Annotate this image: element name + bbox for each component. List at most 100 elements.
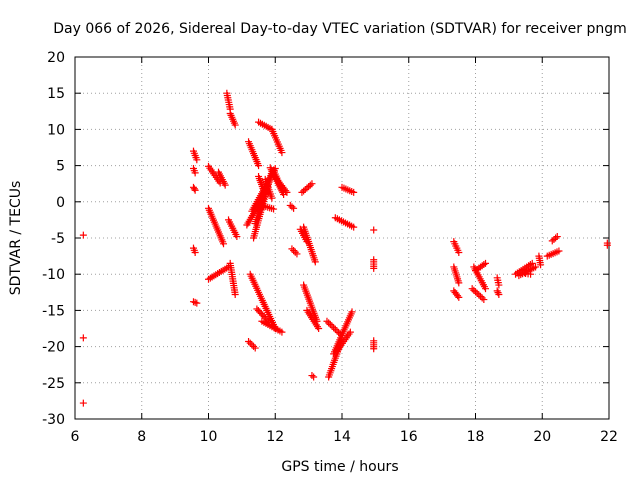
y-tick-label: 20 xyxy=(47,50,65,66)
tick-layer xyxy=(74,56,610,420)
data-point xyxy=(311,258,319,266)
x-tick-label: 8 xyxy=(137,429,146,445)
data-point xyxy=(532,263,540,271)
y-tick-labels: -30 -25 -20 -15 -10 -5 0 5 10 15 20 xyxy=(42,50,65,428)
data-point xyxy=(328,322,336,330)
data-point xyxy=(333,327,341,335)
data-point xyxy=(278,328,286,336)
data-point xyxy=(482,285,490,293)
data-point xyxy=(290,204,298,212)
data-point xyxy=(495,290,503,298)
x-tick-label: 16 xyxy=(400,429,418,445)
data-point xyxy=(79,231,87,239)
data-point xyxy=(270,205,278,213)
data-point xyxy=(555,247,563,255)
data-point xyxy=(290,247,298,255)
data-point xyxy=(330,324,338,332)
data-point xyxy=(315,325,323,332)
data-point xyxy=(308,372,316,380)
data-point xyxy=(493,287,501,295)
x-tick-label: 22 xyxy=(600,429,618,445)
chart-title: Day 066 of 2026, Sidereal Day-to-day VTE… xyxy=(53,21,627,37)
data-point xyxy=(455,279,463,287)
data-point xyxy=(350,188,358,196)
x-tick-label: 20 xyxy=(533,429,551,445)
data-point xyxy=(291,248,299,256)
data-point xyxy=(191,169,199,177)
data-point xyxy=(477,292,485,300)
data-point xyxy=(553,233,561,241)
data-point xyxy=(251,344,259,352)
data-point xyxy=(482,259,490,267)
data-point xyxy=(191,248,199,256)
data-point xyxy=(79,334,87,342)
data-point xyxy=(478,294,486,302)
data-point xyxy=(231,290,239,298)
y-tick-label: -10 xyxy=(42,267,65,283)
y-tick-label: -20 xyxy=(42,340,65,356)
data-point xyxy=(603,241,611,249)
data-point xyxy=(191,298,199,306)
data-point xyxy=(190,185,198,193)
data-point xyxy=(193,156,201,164)
x-tick-label: 14 xyxy=(333,429,351,445)
y-tick-label: -30 xyxy=(42,412,65,428)
data-point xyxy=(331,325,339,333)
data-point xyxy=(473,289,481,297)
data-point xyxy=(480,261,488,269)
data-point xyxy=(189,298,197,306)
y-tick-label: 15 xyxy=(47,86,65,102)
data-point xyxy=(346,328,354,336)
data-point xyxy=(308,180,316,188)
data-point xyxy=(288,203,296,211)
y-tick-label: -25 xyxy=(42,376,65,392)
y-tick-label: 10 xyxy=(47,122,65,138)
y-tick-label: -5 xyxy=(51,231,65,247)
data-point xyxy=(537,261,545,269)
y-tick-label: 0 xyxy=(56,195,65,211)
data-point xyxy=(370,226,378,234)
data-point xyxy=(472,288,479,296)
data-point xyxy=(233,233,241,241)
data-point xyxy=(221,181,229,189)
data-point xyxy=(193,299,201,307)
data-points xyxy=(79,89,611,407)
data-point xyxy=(326,320,334,328)
x-axis-label: GPS time / hours xyxy=(281,459,398,475)
data-point xyxy=(278,149,286,157)
y-tick-label: 5 xyxy=(56,159,65,175)
x-tick-labels: 6 8 10 12 14 16 18 20 22 xyxy=(71,429,618,445)
grid-layer xyxy=(75,57,609,419)
data-point xyxy=(79,399,87,407)
data-point xyxy=(468,285,476,293)
data-point xyxy=(455,248,463,256)
x-tick-label: 12 xyxy=(266,429,284,445)
data-point xyxy=(495,281,503,289)
data-point xyxy=(282,187,290,195)
x-tick-label: 10 xyxy=(200,429,218,445)
data-point xyxy=(255,162,263,170)
data-point xyxy=(454,292,462,300)
data-point xyxy=(323,317,331,325)
data-point xyxy=(231,121,239,129)
data-point xyxy=(325,319,333,327)
x-tick-label: 18 xyxy=(467,429,485,445)
data-point xyxy=(370,345,378,353)
data-point xyxy=(310,373,318,381)
data-point xyxy=(370,264,378,272)
y-tick-label: -15 xyxy=(42,303,65,319)
x-tick-label: 6 xyxy=(71,429,80,445)
data-point xyxy=(527,270,535,278)
data-point xyxy=(220,240,228,248)
data-point xyxy=(480,296,488,304)
y-axis-label: SDTVAR / TECUs xyxy=(8,181,24,296)
data-point xyxy=(268,194,276,202)
data-point xyxy=(455,293,463,301)
data-point xyxy=(246,339,254,347)
data-point xyxy=(348,308,356,316)
data-point xyxy=(470,286,478,294)
data-point xyxy=(245,338,253,346)
data-point xyxy=(293,250,301,258)
data-point xyxy=(248,341,256,349)
